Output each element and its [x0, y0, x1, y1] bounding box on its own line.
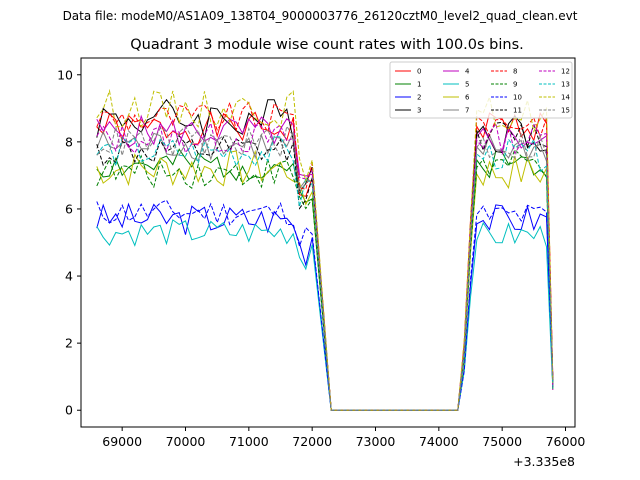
x-tick-label: 73000 — [356, 434, 396, 449]
legend-label-5: 5 — [465, 81, 469, 89]
series-line-9 — [96, 148, 554, 411]
legend-label-12: 12 — [561, 68, 570, 76]
x-tick-label: 75000 — [482, 434, 522, 449]
x-offset-label: +3.335e8 — [513, 454, 575, 469]
x-tick-label: 76000 — [546, 434, 586, 449]
legend-label-10: 10 — [513, 94, 522, 102]
x-tick-label: 69000 — [102, 434, 142, 449]
axes-frame — [80, 57, 576, 428]
y-axis: 0 2 4 6 8 10 — [57, 67, 81, 418]
series-line-15 — [96, 125, 554, 411]
legend-label-6: 6 — [465, 94, 470, 102]
y-tick-label: 6 — [65, 201, 73, 216]
y-tick-label: 8 — [65, 134, 73, 149]
series-line-10 — [96, 199, 554, 411]
legend-label-15: 15 — [561, 107, 570, 115]
legend-label-2: 2 — [417, 94, 421, 102]
chart-title: Quadrant 3 module wise count rates with … — [130, 37, 524, 53]
legend-label-13: 13 — [561, 81, 570, 89]
y-tick-label: 10 — [57, 67, 73, 82]
y-tick-label: 0 — [65, 403, 73, 418]
legend-box — [389, 61, 573, 119]
y-tick-label: 2 — [65, 336, 73, 351]
legend-label-11: 11 — [513, 107, 522, 115]
x-tick-label: 72000 — [292, 434, 332, 449]
legend-label-14: 14 — [561, 94, 570, 102]
x-tick-label: 70000 — [166, 434, 206, 449]
legend-label-0: 0 — [417, 68, 421, 76]
chart-suptitle: Data file: modeM0/AS1A09_138T04_90000037… — [63, 9, 578, 23]
x-axis: 69000 70000 71000 72000 73000 74000 75000 76000 — [102, 427, 585, 449]
legend-label-8: 8 — [513, 68, 517, 76]
legend-label-3: 3 — [417, 107, 421, 115]
y-tick-label: 4 — [65, 269, 73, 284]
x-tick-label: 71000 — [229, 434, 269, 449]
plot-area — [96, 88, 554, 411]
legend-label-4: 4 — [465, 68, 470, 76]
legend-label-9: 9 — [513, 81, 517, 89]
legend-label-1: 1 — [417, 81, 421, 89]
legend-label-7: 7 — [465, 107, 469, 115]
series-line-5 — [96, 219, 554, 411]
x-tick-label: 74000 — [419, 434, 459, 449]
